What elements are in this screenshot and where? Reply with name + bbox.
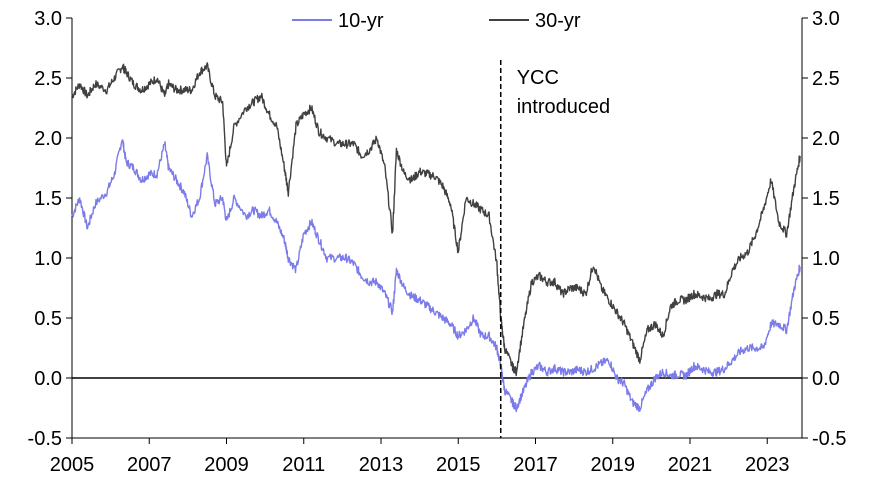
plot-area: -0.5 -0.5 0.0 0.0 0.5 0.5 1.0 1.0 1.5 1.5 2.0 2.0 2.…: [28, 8, 847, 476]
legend-item-30yr: 30-yr: [489, 10, 581, 32]
x-tick-label: 2019: [590, 454, 635, 476]
y-tick-label-right: 3.0: [812, 8, 840, 30]
y-tick-label-left: 1.5: [34, 188, 62, 210]
annotation-layer: YCC introduced: [499, 60, 610, 438]
legend-item-10yr: 10-yr: [292, 10, 384, 32]
y-tick-label-right: 0.0: [812, 368, 840, 390]
y-tick-label-left: 2.5: [34, 68, 62, 90]
x-tick-label: 2023: [745, 454, 790, 476]
annotation-label-line: introduced: [517, 96, 610, 118]
series-line-30-yr: [71, 62, 801, 377]
y-tick-label-right: -0.5: [812, 428, 846, 450]
y-tick-label-left: 0.5: [34, 308, 62, 330]
x-tick-label: 2013: [359, 454, 404, 476]
annotation-label-line: YCC: [517, 67, 559, 89]
x-tick-label: 2009: [204, 454, 249, 476]
legend-label-30yr: 30-yr: [535, 10, 581, 32]
y-tick-label-left: 1.0: [34, 248, 62, 270]
legend-label-10yr: 10-yr: [338, 10, 384, 32]
x-tick-label: 2011: [282, 454, 325, 476]
y-tick-label-right: 2.0: [812, 128, 840, 150]
x-tick-label: 2007: [127, 454, 172, 476]
x-tick-label: 2015: [436, 454, 481, 476]
y-tick-label-left: 2.0: [34, 128, 62, 150]
x-tick-label: 2017: [513, 454, 558, 476]
y-tick-label-right: 1.0: [812, 248, 840, 270]
y-tick-label-left: -0.5: [28, 428, 62, 450]
legend: 10-yr 30-yr: [292, 10, 581, 32]
x-tick-label: 2021: [668, 454, 713, 476]
ticks-layer: -0.5 -0.5 0.0 0.0 0.5 0.5 1.0 1.0 1.5 1.5 2.0 2.0 2.…: [28, 8, 847, 476]
y-tick-label-left: 0.0: [34, 368, 62, 390]
y-tick-label-right: 1.5: [812, 188, 840, 210]
x-tick-label: 2005: [50, 454, 95, 476]
series-line-10-yr: [71, 139, 801, 413]
y-tick-label-right: 0.5: [812, 308, 840, 330]
series-layer: [71, 62, 801, 413]
y-tick-label-left: 3.0: [34, 8, 62, 30]
y-tick-label-right: 2.5: [812, 68, 840, 90]
